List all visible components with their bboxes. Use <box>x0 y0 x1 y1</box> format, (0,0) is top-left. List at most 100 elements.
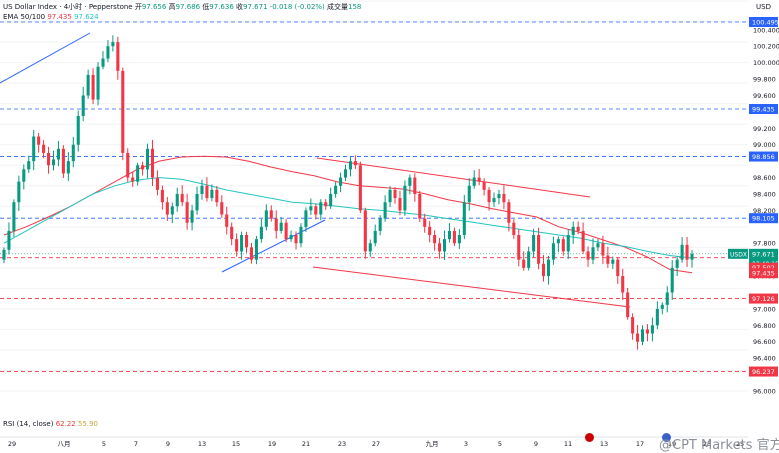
channel-bottom-red <box>312 266 631 308</box>
ema-lines <box>3 155 693 274</box>
flag-icon[interactable] <box>585 433 594 442</box>
candle <box>482 181 486 190</box>
rsi-legend[interactable]: RSI (14, close) 62.22 55.90 <box>3 420 98 428</box>
ema50-value: 97.435 <box>47 13 72 21</box>
candle <box>606 255 610 264</box>
level-tag-label: 98.105 <box>752 215 775 223</box>
candle <box>462 202 466 236</box>
level-tag-label: 97.126 <box>752 295 775 303</box>
price-tick-label: 97.000 <box>753 305 776 313</box>
candle <box>472 177 476 186</box>
ema-price-tag <box>749 262 778 273</box>
level-tag <box>749 213 778 224</box>
level-tag <box>749 366 778 377</box>
price-tick-label: 96.800 <box>753 322 776 330</box>
candle <box>675 259 679 268</box>
close-label: 收 <box>236 3 244 11</box>
time-tick-label: 7 <box>134 440 138 448</box>
candle <box>636 333 640 342</box>
price-tick-label: 98.400 <box>753 190 776 198</box>
candle <box>358 165 362 211</box>
candle <box>660 304 664 309</box>
candle <box>61 148 65 174</box>
candle <box>66 161 70 174</box>
candle <box>541 263 546 277</box>
rsi-value-1: 62.22 <box>55 420 76 428</box>
candle <box>556 239 560 244</box>
candle <box>165 202 169 215</box>
candle <box>645 329 649 334</box>
candle <box>398 198 402 211</box>
candle <box>71 144 75 162</box>
candle <box>146 148 150 170</box>
candle <box>532 235 536 252</box>
candle <box>418 193 422 219</box>
candle <box>141 165 145 170</box>
time-tick-label: 23 <box>338 440 346 448</box>
candle <box>438 243 442 252</box>
candle <box>235 239 239 252</box>
symbol-title[interactable]: US Dollar Index · 4小时 · Pepperstone <box>3 3 133 11</box>
time-tick-label: 9 <box>534 440 538 448</box>
candle <box>314 206 318 215</box>
candle <box>512 222 516 236</box>
time-tick-label: 九月 <box>426 439 439 448</box>
low-label: 低 <box>202 3 210 11</box>
candle <box>96 66 100 100</box>
candle <box>304 210 308 227</box>
candle <box>269 210 273 219</box>
candle <box>284 222 288 240</box>
level-tag <box>749 151 778 162</box>
time-tick-label: 3 <box>464 440 468 448</box>
time-tick-label: 27 <box>372 440 380 448</box>
time-tick-label: 9 <box>166 440 170 448</box>
level-lines <box>0 21 748 372</box>
candle <box>343 169 348 178</box>
candle <box>665 292 669 305</box>
symbol-tag <box>728 248 748 259</box>
ema-line-50 <box>3 155 693 274</box>
candle <box>294 235 298 244</box>
price-tick-label: 98.200 <box>753 207 776 215</box>
candle <box>447 230 452 240</box>
candle <box>289 235 293 240</box>
candle <box>309 206 313 211</box>
time-axis: 29 八月 5 7 9 13 15 19 21 23 27 九月 3 5 9 11 13 17 19 23 25 <box>0 436 748 448</box>
candle <box>195 193 199 211</box>
candle <box>497 193 501 199</box>
candle <box>586 251 590 260</box>
level-tag <box>749 293 778 304</box>
time-tick-label: 17 <box>636 440 644 448</box>
watermark: @CPT Markets 官方 <box>659 438 779 453</box>
candle <box>561 239 565 252</box>
us-flag-icon[interactable] <box>662 433 671 442</box>
lower-trendline-blue <box>221 219 326 273</box>
price-tick-label: 96.600 <box>753 338 776 346</box>
time-tick-label: 13 <box>600 440 608 448</box>
candle <box>17 181 21 203</box>
price-tick-label: 96.000 <box>753 388 776 396</box>
candle <box>348 161 353 170</box>
candle <box>279 222 283 231</box>
ema100-value: 97.624 <box>74 13 99 21</box>
ema-label[interactable]: EMA 50/100 <box>3 13 46 21</box>
candle <box>12 202 16 231</box>
level-tag-label: 98.856 <box>752 153 775 161</box>
candle <box>175 193 179 207</box>
candle <box>220 202 224 215</box>
candle <box>566 235 570 252</box>
level-tag-label: 100.495 <box>752 19 779 27</box>
price-tick-label: 99.000 <box>753 141 776 149</box>
candle <box>403 185 407 211</box>
candle <box>442 239 447 252</box>
candle <box>56 148 60 160</box>
candle <box>621 276 625 293</box>
ema-price-tag <box>749 268 778 279</box>
candle <box>2 249 6 260</box>
time-tick-label: 5 <box>102 440 106 448</box>
candle <box>616 259 620 277</box>
time-tick-label: 29 <box>8 440 16 448</box>
candle <box>47 152 51 166</box>
candle <box>502 193 506 203</box>
